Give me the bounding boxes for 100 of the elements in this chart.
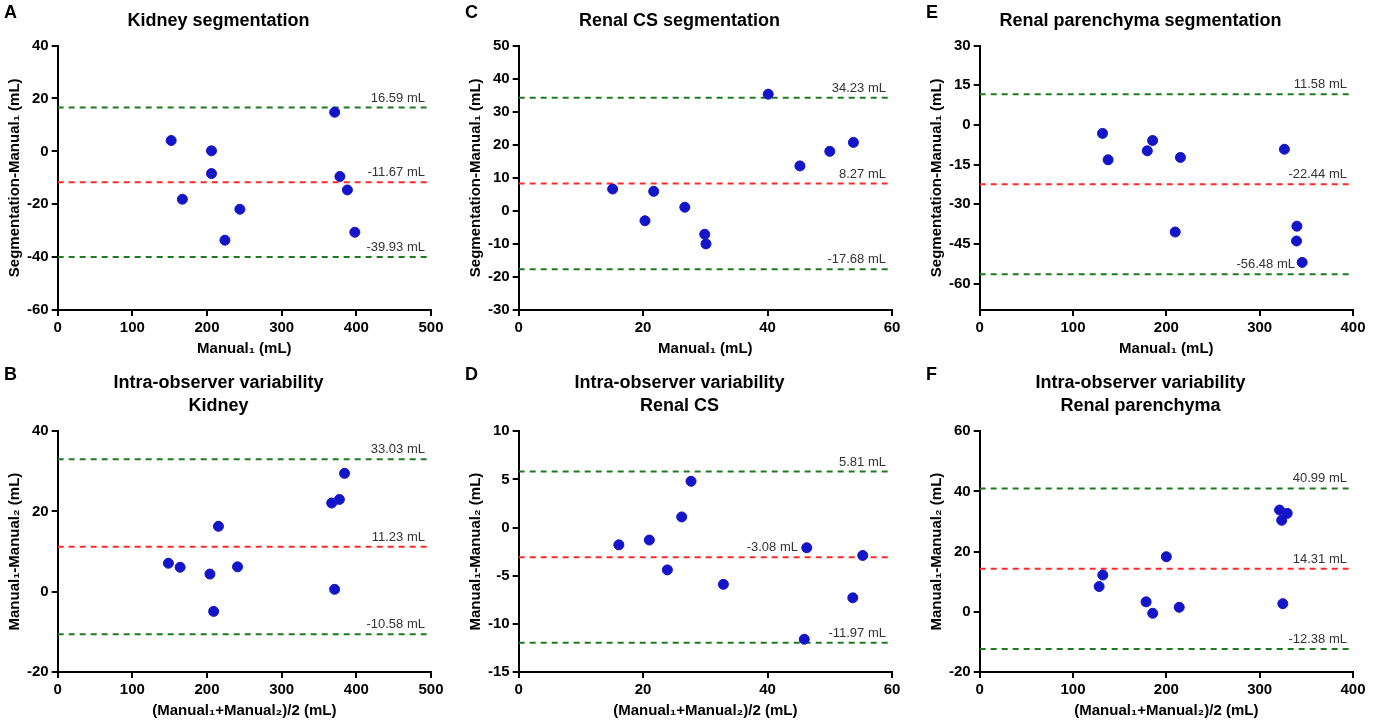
point	[165, 135, 177, 147]
point	[762, 88, 774, 100]
y-tick-label: 60	[953, 421, 971, 439]
y-tick-label: 40	[31, 35, 49, 53]
y-axis-title: Manual₁-Manual₂ (mL)	[5, 472, 23, 631]
x-tick-label: 20	[634, 680, 652, 698]
ref-line-label: 11.23 mL	[371, 528, 425, 544]
x-tick-label: 100	[119, 680, 145, 698]
x-tick-label: 100	[1060, 680, 1086, 698]
chart-title: Intra-observer variability	[574, 371, 785, 392]
x-tick-label: 500	[418, 318, 444, 336]
y-tick-label: 30	[953, 35, 971, 53]
point	[334, 170, 346, 182]
y-tick-label: 0	[40, 141, 49, 159]
x-tick-label: 100	[119, 318, 145, 336]
point	[699, 228, 711, 240]
x-tick-label: 300	[1247, 680, 1273, 698]
ref-line-label: 11.58 mL	[1293, 76, 1347, 92]
x-tick-label: 0	[53, 318, 62, 336]
point	[676, 511, 688, 523]
x-tick-label: 200	[194, 318, 220, 336]
x-tick-label: 400	[1340, 318, 1366, 336]
chart-title: Renal CS segmentation	[578, 9, 781, 30]
y-tick-label: -15	[487, 662, 510, 680]
ref-line-label: 33.03 mL	[370, 441, 425, 457]
point	[1296, 256, 1308, 268]
point	[1173, 601, 1185, 613]
y-tick-label: 20	[953, 541, 971, 559]
ref-line-label: 34.23 mL	[831, 79, 886, 95]
x-tick-label: 200	[1153, 318, 1179, 336]
y-axis-title: Manual₁-Manual₂ (mL)	[927, 472, 945, 631]
x-tick-label: 0	[514, 318, 523, 336]
y-tick-label: -5	[496, 565, 510, 583]
point	[824, 145, 836, 157]
point	[679, 201, 691, 213]
chart-title: Renal parenchyma segmentation	[999, 9, 1282, 30]
x-axis-title: Manual₁ (mL)	[197, 339, 292, 357]
x-tick-label: 40	[759, 680, 776, 698]
point	[1147, 607, 1159, 619]
y-tick-label: -20	[948, 662, 971, 680]
x-axis-title: (Manual₁+Manual₂)/2 (mL)	[152, 701, 337, 719]
point	[1277, 598, 1289, 610]
y-tick-label: -10	[487, 234, 510, 252]
point	[341, 184, 353, 196]
y-tick-label: -60	[26, 300, 49, 318]
ref-line-label: 8.27 mL	[839, 165, 886, 181]
x-tick-label: 200	[1153, 680, 1179, 698]
y-tick-label: 0	[501, 200, 510, 218]
x-tick-label: 100	[1060, 318, 1086, 336]
x-axis-title: (Manual₁+Manual₂)/2 (mL)	[1074, 701, 1259, 719]
y-tick-label: 10	[492, 167, 510, 185]
point	[1291, 235, 1303, 247]
point	[798, 633, 810, 645]
ref-line-label: -12.38 mL	[1288, 631, 1347, 647]
ref-line-label: 14.31 mL	[1292, 550, 1347, 566]
point	[174, 561, 186, 573]
x-axis-title: Manual₁ (mL)	[1119, 339, 1214, 357]
y-tick-label: 40	[953, 481, 971, 499]
y-tick-label: -45	[948, 234, 971, 252]
point	[857, 549, 869, 561]
y-tick-label: -15	[948, 154, 971, 172]
y-tick-label: 50	[492, 35, 510, 53]
point	[349, 226, 361, 238]
point	[794, 160, 806, 172]
point	[162, 557, 174, 569]
y-tick-label: -40	[26, 247, 49, 265]
ref-line-label: -3.08 mL	[746, 539, 798, 555]
y-tick-label: 30	[492, 101, 510, 119]
y-tick-label: 5	[501, 469, 510, 487]
x-tick-label: 500	[418, 680, 444, 698]
y-tick-label: -20	[26, 662, 49, 680]
point	[1160, 551, 1172, 563]
y-tick-label: -10	[487, 613, 510, 631]
point	[607, 183, 619, 195]
point	[212, 520, 224, 532]
y-tick-label: -20	[26, 194, 49, 212]
point	[613, 539, 625, 551]
point	[639, 215, 651, 227]
y-tick-label: -30	[487, 300, 510, 318]
y-tick-label: 0	[40, 581, 49, 599]
chart-title: Intra-observer variability	[1035, 371, 1246, 392]
point	[339, 467, 351, 479]
y-tick-label: -60	[948, 273, 971, 291]
ref-line-label: -11.97 mL	[828, 624, 886, 640]
x-tick-label: 60	[883, 318, 901, 336]
point	[1102, 154, 1114, 166]
x-tick-label: 0	[975, 318, 984, 336]
x-tick-label: 200	[194, 680, 220, 698]
point	[801, 542, 813, 554]
ref-line-label: 40.99 mL	[1292, 470, 1347, 486]
point	[1097, 569, 1109, 581]
chart-title: Kidney segmentation	[127, 9, 310, 30]
point	[329, 583, 341, 595]
x-axis-title: (Manual₁+Manual₂)/2 (mL)	[613, 701, 798, 719]
x-tick-label: 60	[883, 680, 901, 698]
text: F	[926, 363, 937, 384]
point	[176, 193, 188, 205]
y-tick-label: 20	[31, 501, 49, 519]
point	[717, 578, 729, 590]
y-tick-label: -30	[948, 194, 971, 212]
